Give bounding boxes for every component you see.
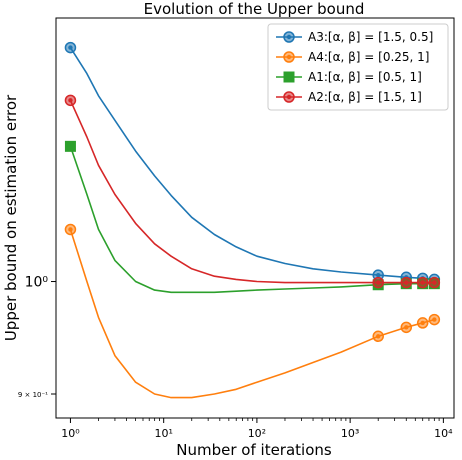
data-point-core bbox=[376, 280, 381, 285]
legend-item: A1:[α, β] = [0.5, 1] bbox=[276, 70, 422, 84]
legend-label: A3:[α, β] = [1.5, 0.5] bbox=[308, 30, 433, 44]
legend-box bbox=[267, 23, 449, 111]
x-tick-label: 10¹ bbox=[154, 427, 172, 440]
chart-title: Evolution of the Upper bound bbox=[144, 0, 365, 18]
data-point-core bbox=[376, 334, 381, 339]
legend-label: A2:[α, β] = [1.5, 1] bbox=[308, 90, 422, 104]
series-2 bbox=[64, 223, 441, 399]
x-tick-label: 10⁴ bbox=[434, 427, 453, 440]
legend-marker-core bbox=[286, 34, 292, 40]
data-point-core bbox=[404, 325, 409, 330]
y-tick-label: 10⁰ bbox=[25, 275, 49, 291]
series-4 bbox=[64, 94, 441, 289]
legend-marker-core bbox=[286, 54, 292, 60]
legend-item: A2:[α, β] = [1.5, 1] bbox=[276, 90, 422, 104]
data-point-core bbox=[432, 317, 437, 322]
data-point-core bbox=[420, 280, 425, 285]
data-point-core bbox=[68, 98, 73, 103]
x-tick-label: 10³ bbox=[341, 427, 359, 440]
data-point bbox=[64, 140, 76, 152]
legend-marker-core bbox=[286, 94, 292, 100]
y-tick-label: 9 × 10⁻¹ bbox=[18, 391, 48, 399]
series-layer bbox=[64, 41, 441, 399]
data-point-core bbox=[68, 227, 73, 232]
legend: A3:[α, β] = [1.5, 0.5] A4:[α, β] = [0.25,… bbox=[267, 23, 449, 111]
data-point-core bbox=[420, 320, 425, 326]
legend-label: A1:[α, β] = [0.5, 1] bbox=[308, 70, 422, 84]
legend-item: A4:[α, β] = [0.25, 1] bbox=[276, 50, 429, 64]
x-tick-label: 10⁰ bbox=[61, 427, 80, 440]
legend-label: A4:[α, β] = [0.25, 1] bbox=[308, 50, 429, 64]
data-point-core bbox=[376, 272, 381, 278]
plot-frame bbox=[55, 17, 455, 419]
data-point-core bbox=[404, 280, 409, 285]
data-point-core bbox=[432, 280, 437, 285]
data-point-core bbox=[68, 45, 73, 50]
x-tick-label: 10² bbox=[248, 427, 266, 440]
ticks-layer: 10⁰ 10¹ 10² 10³ 10⁴ 10⁰ 9 × 10⁻¹ bbox=[18, 275, 453, 440]
y-axis-label: Upper bound on estimation error bbox=[2, 94, 20, 341]
legend-item: A3:[α, β] = [1.5, 0.5] bbox=[276, 30, 433, 44]
x-axis-label: Number of iterations bbox=[176, 441, 332, 459]
legend-marker bbox=[283, 71, 295, 83]
